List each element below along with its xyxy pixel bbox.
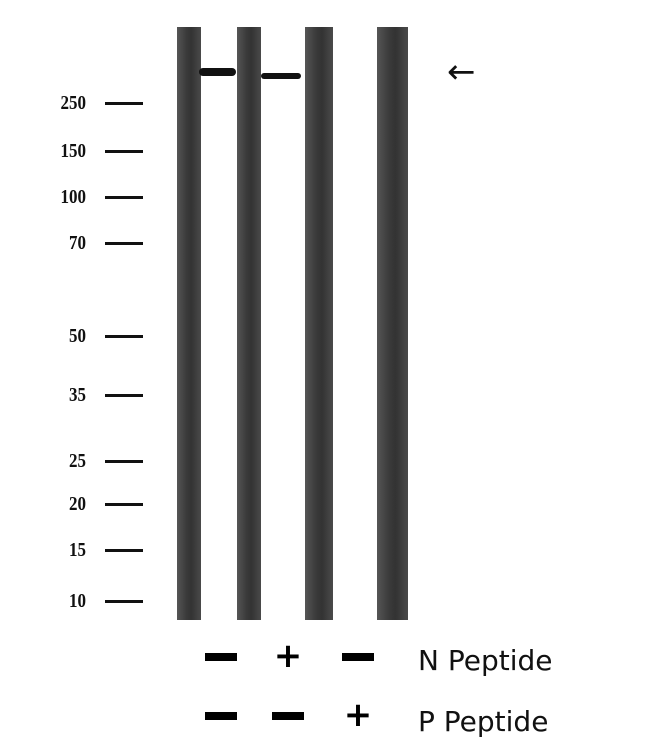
marker-tick [105, 503, 143, 506]
marker-tick [105, 600, 143, 603]
marker-label: 15 [69, 539, 86, 561]
left-arrow-icon: ← [447, 52, 476, 92]
marker-label: 100 [60, 186, 87, 208]
lane-4 [377, 27, 408, 620]
marker-label: 50 [69, 325, 86, 347]
minus-sign [205, 712, 237, 720]
marker-label: 25 [69, 450, 86, 472]
marker-tick [105, 549, 143, 552]
minus-sign [342, 653, 374, 661]
marker-tick [105, 150, 143, 153]
lane-3 [305, 27, 333, 620]
marker-tick [105, 335, 143, 338]
lane-2 [237, 27, 261, 620]
protein-band-lane-2 [261, 73, 301, 79]
marker-tick [105, 460, 143, 463]
lane-1 [177, 27, 201, 620]
plus-sign: + [343, 695, 373, 735]
minus-sign [272, 712, 304, 720]
protein-band-lane-1 [199, 68, 236, 76]
marker-tick [105, 102, 143, 105]
marker-label: 10 [69, 590, 86, 612]
n-peptide-label: N Peptide [418, 644, 553, 677]
plus-sign: + [273, 636, 303, 676]
marker-tick [105, 394, 143, 397]
p-peptide-label: P Peptide [418, 705, 549, 738]
marker-label: 20 [69, 493, 86, 515]
marker-label: 70 [69, 232, 86, 254]
marker-label: 250 [60, 92, 87, 114]
marker-label: 150 [60, 140, 87, 162]
marker-tick [105, 196, 143, 199]
minus-sign [205, 653, 237, 661]
marker-tick [105, 242, 143, 245]
marker-label: 35 [69, 384, 86, 406]
